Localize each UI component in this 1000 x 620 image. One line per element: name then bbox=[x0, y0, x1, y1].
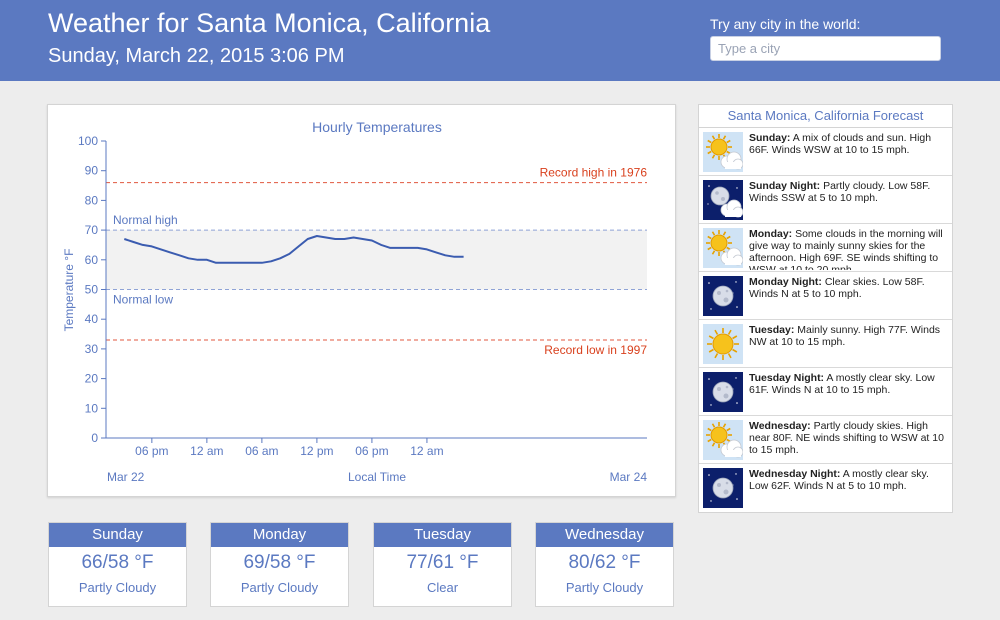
forecast-period: Wednesday: bbox=[749, 420, 811, 432]
partly-sunny-icon bbox=[703, 228, 744, 268]
y-tick-label: 60 bbox=[85, 253, 99, 267]
day-card-sunday[interactable]: Sunday 66/58 °F Partly Cloudy bbox=[48, 522, 187, 607]
y-tick-label: 40 bbox=[85, 312, 99, 326]
day-card-condition: Partly Cloudy bbox=[78, 580, 157, 595]
clear-night-icon bbox=[703, 372, 743, 412]
forecast-period: Wednesday Night: bbox=[749, 468, 841, 480]
forecast-item: Tuesday: Mainly sunny. High 77F. Winds N… bbox=[699, 320, 952, 368]
day-card-temps: 80/62 °F bbox=[568, 552, 641, 573]
forecast-period: Sunday Night: bbox=[749, 180, 821, 192]
day-card-temps: 77/61 °F bbox=[406, 552, 479, 573]
x-tick-label: 12 am bbox=[410, 444, 443, 458]
day-card-tuesday[interactable]: Tuesday 77/61 °F Clear bbox=[373, 522, 512, 607]
forecast-item: Wednesday: Partly cloudy skies. High nea… bbox=[699, 416, 952, 464]
forecast-description: Mainly sunny. High 77F. Winds NW at 10 t… bbox=[749, 324, 941, 348]
forecast-period: Monday: bbox=[749, 228, 793, 240]
partly-sunny-icon bbox=[703, 420, 744, 460]
y-tick-label: 0 bbox=[91, 431, 98, 445]
forecast-period: Tuesday Night: bbox=[749, 372, 825, 384]
day-card-day: Tuesday bbox=[374, 523, 511, 547]
y-tick-label: 50 bbox=[85, 283, 99, 297]
y-tick-label: 90 bbox=[85, 164, 99, 178]
day-card-temps: 69/58 °F bbox=[243, 552, 316, 573]
day-card-condition: Partly Cloudy bbox=[565, 580, 644, 595]
y-tick-label: 70 bbox=[85, 223, 99, 237]
chart-title: Hourly Temperatures bbox=[312, 119, 442, 135]
forecast-list: Sunday: A mix of clouds and sun. High 66… bbox=[699, 128, 952, 512]
page-header: Weather for Santa Monica, California Sun… bbox=[0, 0, 1000, 81]
x-date-end-label: Mar 24 bbox=[610, 470, 648, 484]
hourly-temperature-chart-panel: 0 10 20 30 40 50 60 70 80 90 100 06 pm 12 am 06 am 12 … bbox=[47, 104, 676, 497]
day-card-condition: Clear bbox=[426, 580, 459, 595]
forecast-period: Sunday: bbox=[749, 132, 791, 144]
forecast-item: Monday: Some clouds in the morning will … bbox=[699, 224, 952, 272]
normal-low-label: Normal low bbox=[113, 293, 173, 307]
day-card-day: Monday bbox=[211, 523, 348, 547]
forecast-text: Sunday: A mix of clouds and sun. High 66… bbox=[749, 132, 949, 174]
y-tick-label: 80 bbox=[85, 193, 99, 207]
forecast-period: Tuesday: bbox=[749, 324, 795, 336]
forecast-title: Santa Monica, California Forecast bbox=[699, 105, 952, 128]
clear-night-icon bbox=[703, 468, 743, 508]
record-high-label: Record high in 1976 bbox=[540, 166, 648, 180]
partly-cloudy-night-icon bbox=[703, 180, 744, 220]
forecast-description: Partly cloudy. Low 58F. Winds SSW at 5 t… bbox=[749, 180, 931, 204]
forecast-item: Wednesday Night: A mostly clear sky. Low… bbox=[699, 464, 952, 512]
forecast-description: A mostly clear sky. Low 61F. Winds N at … bbox=[749, 372, 935, 396]
forecast-item: Tuesday Night: A mostly clear sky. Low 6… bbox=[699, 368, 952, 416]
partly-sunny-icon bbox=[703, 132, 744, 172]
forecast-text: Wednesday: Partly cloudy skies. High nea… bbox=[749, 420, 949, 462]
hourly-temperature-chart: 0 10 20 30 40 50 60 70 80 90 100 06 pm 12 am 06 am 12 … bbox=[62, 119, 648, 484]
day-card-monday[interactable]: Monday 69/58 °F Partly Cloudy bbox=[210, 522, 349, 607]
normal-range-band bbox=[106, 230, 647, 290]
y-tick-label: 10 bbox=[85, 401, 99, 415]
normal-high-label: Normal high bbox=[113, 213, 178, 227]
forecast-description: Partly cloudy skies. High near 80F. NE w… bbox=[749, 420, 944, 456]
x-date-start-label: Mar 22 bbox=[107, 470, 145, 484]
forecast-text: Monday: Some clouds in the morning will … bbox=[749, 228, 949, 270]
forecast-text: Sunday Night: Partly cloudy. Low 58F. Wi… bbox=[749, 180, 949, 222]
temperature-series-line bbox=[123, 235, 464, 264]
y-tick-label: 30 bbox=[85, 342, 99, 356]
current-datetime: Sunday, March 22, 2015 3:06 PM bbox=[48, 45, 345, 67]
forecast-item: Monday Night: Clear skies. Low 58F. Wind… bbox=[699, 272, 952, 320]
forecast-description: Some clouds in the morning will give way… bbox=[749, 228, 943, 270]
x-tick-label: 12 am bbox=[190, 444, 223, 458]
forecast-text: Monday Night: Clear skies. Low 58F. Wind… bbox=[749, 276, 949, 318]
forecast-text: Wednesday Night: A mostly clear sky. Low… bbox=[749, 468, 949, 510]
forecast-text: Tuesday: Mainly sunny. High 77F. Winds N… bbox=[749, 324, 949, 366]
forecast-description: A mix of clouds and sun. High 66F. Winds… bbox=[749, 132, 932, 156]
forecast-text: Tuesday Night: A mostly clear sky. Low 6… bbox=[749, 372, 949, 414]
y-tick-label: 100 bbox=[78, 134, 98, 148]
day-card-day: Sunday bbox=[49, 523, 186, 547]
forecast-description: A mostly clear sky. Low 62F. Winds N at … bbox=[749, 468, 929, 492]
clear-night-icon bbox=[703, 276, 743, 316]
y-tick-label: 20 bbox=[85, 372, 99, 386]
day-card-condition: Partly Cloudy bbox=[240, 580, 319, 595]
sunny-icon bbox=[703, 324, 743, 364]
record-low-label: Record low in 1997 bbox=[544, 343, 647, 357]
city-search-input[interactable] bbox=[710, 36, 941, 61]
forecast-panel: Santa Monica, California Forecast Sunday… bbox=[698, 104, 953, 513]
x-tick-label: 12 pm bbox=[300, 444, 333, 458]
day-card-day: Wednesday bbox=[536, 523, 673, 547]
forecast-period: Monday Night: bbox=[749, 276, 822, 288]
forecast-description: Clear skies. Low 58F. Winds N at 5 to 10… bbox=[749, 276, 925, 300]
search-label: Try any city in the world: bbox=[710, 16, 861, 32]
y-axis-label: Temperature °F bbox=[62, 249, 76, 332]
day-card-wednesday[interactable]: Wednesday 80/62 °F Partly Cloudy bbox=[535, 522, 674, 607]
x-tick-label: 06 pm bbox=[135, 444, 168, 458]
forecast-item: Sunday: A mix of clouds and sun. High 66… bbox=[699, 128, 952, 176]
x-axis-label: Local Time bbox=[348, 470, 406, 484]
forecast-item: Sunday Night: Partly cloudy. Low 58F. Wi… bbox=[699, 176, 952, 224]
x-tick-label: 06 pm bbox=[355, 444, 388, 458]
page-title: Weather for Santa Monica, California bbox=[48, 8, 491, 38]
x-tick-label: 06 am bbox=[245, 444, 278, 458]
day-card-temps: 66/58 °F bbox=[81, 552, 154, 573]
